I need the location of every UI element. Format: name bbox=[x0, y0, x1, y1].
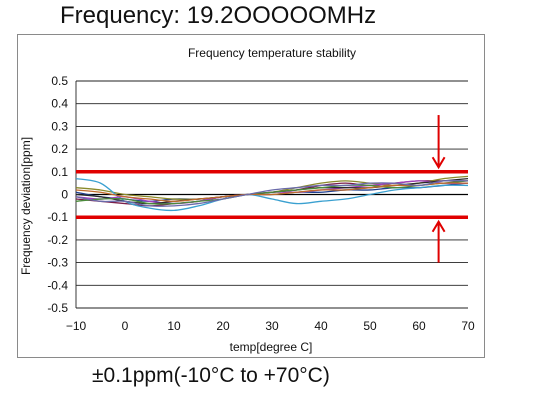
arrow-head bbox=[431, 156, 446, 170]
arrow-layer bbox=[431, 115, 446, 263]
series-line bbox=[75, 179, 469, 207]
series-line bbox=[75, 177, 469, 212]
spec-footer: ±0.1ppm(-10°C to +70°C) bbox=[92, 364, 330, 387]
x-tick-label: 70 bbox=[461, 319, 475, 333]
x-tick-label: 20 bbox=[216, 319, 230, 333]
chart-panel: 0.5 0.4 0.3 0.2 0.1 0 -0.1 -0.2 -0.3 -0.4 -0.5 −10 0… bbox=[17, 34, 485, 358]
series-line bbox=[75, 180, 469, 205]
x-tick-label: 0 bbox=[122, 319, 129, 333]
x-axis-label: temp[degree C] bbox=[230, 340, 313, 354]
x-tick-label: 40 bbox=[314, 319, 328, 333]
arrow-head bbox=[431, 219, 446, 233]
y-tick-label: -0.1 bbox=[47, 210, 68, 224]
y-tick-label: 0.3 bbox=[51, 119, 68, 133]
x-tick-label: 30 bbox=[265, 319, 279, 333]
frequency-heading: Frequency: 19.2OOOOOMHz bbox=[60, 2, 377, 29]
y-tick-label: 0.4 bbox=[51, 97, 68, 111]
tick-layer: 0.5 0.4 0.3 0.2 0.1 0 -0.1 -0.2 -0.3 -0.4 -0.5 −10 0… bbox=[47, 74, 475, 333]
y-tick-label: 0.2 bbox=[51, 142, 68, 156]
x-tick-label: 50 bbox=[363, 319, 377, 333]
chart-title: Frequency temperature stability bbox=[188, 46, 356, 60]
x-tick-label: 10 bbox=[167, 319, 181, 333]
series-line bbox=[75, 182, 469, 202]
y-tick-label: 0.1 bbox=[51, 165, 68, 179]
stability-chart: 0.5 0.4 0.3 0.2 0.1 0 -0.1 -0.2 -0.3 -0.4 -0.5 −10 0… bbox=[19, 46, 475, 354]
y-axis-label: Frequency deviation[ppm] bbox=[19, 137, 33, 275]
y-tick-label: 0 bbox=[61, 188, 68, 202]
y-tick-label: -0.4 bbox=[47, 278, 68, 292]
y-tick-label: -0.3 bbox=[47, 256, 68, 270]
x-tick-label: 60 bbox=[412, 319, 426, 333]
limit-layer bbox=[76, 170, 468, 219]
y-tick-label: -0.2 bbox=[47, 233, 68, 247]
y-tick-label: -0.5 bbox=[47, 301, 68, 315]
series-layer bbox=[75, 175, 469, 212]
y-tick-label: 0.5 bbox=[51, 74, 68, 88]
x-tick-label: −10 bbox=[66, 319, 87, 333]
